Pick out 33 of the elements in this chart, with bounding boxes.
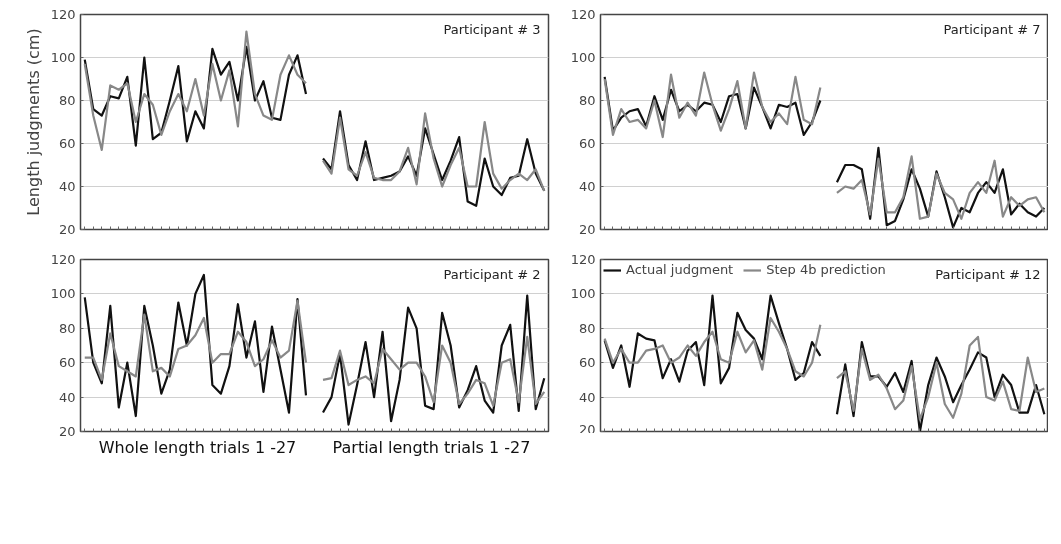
y-tick-label: 80 — [578, 93, 596, 108]
text: Participant # 3 — [443, 21, 541, 37]
y-tick-label: 40 — [578, 179, 596, 194]
y-tick-label: 60 — [578, 136, 596, 151]
y-tick-label: 60 — [58, 136, 76, 151]
y-tick-label: 20 — [58, 424, 76, 439]
y-tick-label: 80 — [58, 93, 76, 108]
y-tick-label: 20 — [58, 222, 76, 237]
text: Participant # 2 — [443, 266, 541, 282]
y-tick-label: 40 — [58, 179, 76, 194]
y-tick-label: 20 — [578, 222, 596, 237]
text: Partial length trials 1 -27 — [332, 437, 531, 457]
text: Participant # 12 — [935, 266, 1041, 282]
y-axis-title: Length judgments (cm) — [23, 28, 43, 216]
y-tick-label: 40 — [578, 389, 596, 405]
y-tick-label: 120 — [570, 7, 596, 22]
y-tick-label: 60 — [578, 355, 596, 371]
y-tick-label: 80 — [578, 320, 596, 336]
y-tick-label: 100 — [570, 286, 596, 302]
y-tick-label: 60 — [58, 355, 76, 371]
text: Participant # 7 — [943, 21, 1041, 37]
y-tick-label: 100 — [570, 50, 596, 65]
y-tick-label: 120 — [50, 7, 76, 22]
y-tick-label: 100 — [50, 50, 76, 65]
y-tick-label: 120 — [570, 252, 596, 267]
legend-label: Actual judgment — [626, 262, 734, 277]
legend-label: Step 4b prediction — [766, 262, 886, 277]
y-tick-label: 40 — [58, 389, 76, 405]
y-tick-label: 120 — [50, 252, 76, 267]
y-tick-label: 100 — [50, 286, 76, 302]
y-tick-label: 80 — [58, 320, 76, 336]
text: Whole length trials 1 -27 — [98, 437, 297, 457]
y-tick-label: 20 — [578, 421, 596, 437]
